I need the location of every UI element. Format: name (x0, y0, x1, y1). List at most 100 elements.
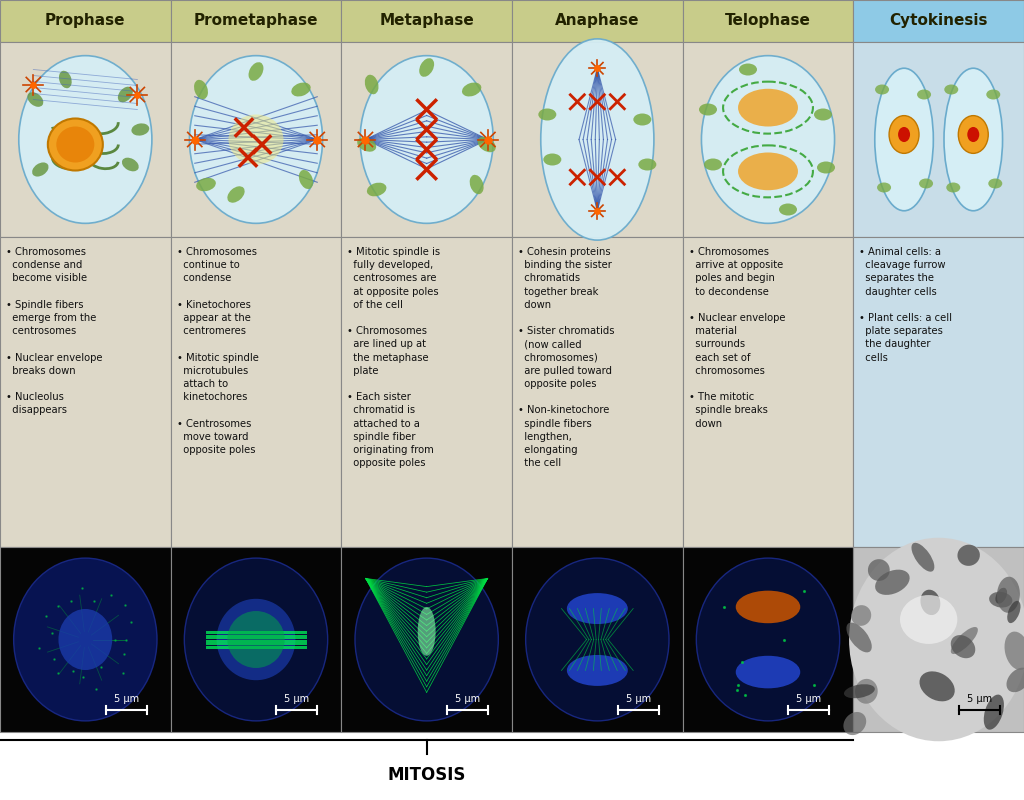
Ellipse shape (227, 186, 245, 202)
Ellipse shape (32, 162, 48, 177)
Ellipse shape (28, 92, 43, 107)
Ellipse shape (227, 611, 285, 668)
Ellipse shape (986, 90, 1000, 99)
Ellipse shape (946, 182, 961, 193)
Ellipse shape (844, 684, 874, 698)
Ellipse shape (360, 56, 494, 223)
Ellipse shape (920, 671, 954, 702)
Ellipse shape (367, 182, 386, 196)
Ellipse shape (957, 545, 980, 566)
Ellipse shape (228, 114, 284, 165)
Ellipse shape (701, 56, 835, 223)
Text: • Chromosomes
  condense and
  become visible

• Spindle fibers
  emerge from th: • Chromosomes condense and become visibl… (6, 247, 102, 415)
Bar (853, 547, 1024, 732)
Ellipse shape (844, 712, 866, 735)
Text: Prophase: Prophase (45, 14, 126, 29)
Bar (341, 0, 512, 42)
Ellipse shape (705, 158, 722, 170)
Ellipse shape (1008, 601, 1021, 623)
Ellipse shape (56, 126, 94, 162)
Ellipse shape (118, 86, 133, 102)
Ellipse shape (477, 137, 496, 152)
Ellipse shape (299, 170, 313, 189)
Ellipse shape (470, 175, 483, 194)
Text: MITOSIS: MITOSIS (387, 766, 466, 784)
Bar (341, 547, 512, 732)
Ellipse shape (988, 178, 1002, 189)
Bar (0, 42, 171, 237)
Ellipse shape (541, 39, 654, 240)
Ellipse shape (735, 590, 801, 623)
Bar (512, 547, 683, 732)
Bar (171, 0, 341, 42)
Ellipse shape (984, 694, 1004, 730)
Ellipse shape (567, 593, 628, 624)
Text: 5 μm: 5 μm (285, 694, 309, 704)
Ellipse shape (847, 622, 871, 652)
Ellipse shape (738, 89, 798, 126)
Ellipse shape (18, 56, 152, 223)
Ellipse shape (544, 154, 561, 166)
Ellipse shape (876, 85, 889, 94)
Ellipse shape (217, 598, 295, 680)
Ellipse shape (951, 627, 978, 654)
Text: 5 μm: 5 μm (626, 694, 651, 704)
Ellipse shape (944, 68, 1002, 210)
Ellipse shape (735, 656, 801, 688)
Ellipse shape (58, 609, 113, 670)
Ellipse shape (418, 607, 435, 656)
Bar (853, 0, 1024, 42)
Bar (341, 237, 512, 547)
Ellipse shape (968, 127, 979, 142)
Ellipse shape (462, 82, 481, 97)
Ellipse shape (814, 109, 831, 121)
Bar (0, 237, 171, 547)
Ellipse shape (855, 679, 878, 704)
Text: • Cohesin proteins
  binding the sister
  chromatids
  together break
  down

• : • Cohesin proteins binding the sister ch… (518, 247, 614, 468)
Ellipse shape (997, 577, 1020, 613)
Bar (683, 42, 853, 237)
Ellipse shape (291, 82, 310, 97)
Bar (512, 42, 683, 237)
Bar (0, 0, 171, 42)
Ellipse shape (1005, 631, 1024, 670)
Ellipse shape (739, 63, 757, 75)
Ellipse shape (249, 62, 263, 81)
Ellipse shape (920, 178, 933, 189)
Ellipse shape (889, 116, 919, 154)
Bar (171, 42, 341, 237)
Text: 5 μm: 5 μm (455, 694, 480, 704)
Bar (512, 0, 683, 42)
Ellipse shape (944, 85, 958, 94)
Text: • Chromosomes
  arrive at opposite
  poles and begin
  to decondense

• Nuclear : • Chromosomes arrive at opposite poles a… (689, 247, 785, 429)
Ellipse shape (699, 103, 717, 115)
Text: Telophase: Telophase (725, 14, 811, 29)
Text: • Animal cells: a
  cleavage furrow
  separates the
  daughter cells

• Plant ce: • Animal cells: a cleavage furrow separa… (859, 247, 952, 362)
Ellipse shape (365, 74, 379, 94)
Ellipse shape (918, 90, 931, 99)
Ellipse shape (868, 559, 890, 581)
Ellipse shape (48, 118, 102, 170)
Ellipse shape (849, 538, 1024, 742)
Ellipse shape (122, 158, 138, 171)
Ellipse shape (525, 558, 669, 721)
Bar (171, 237, 341, 547)
Bar (853, 42, 1024, 237)
Ellipse shape (851, 605, 871, 626)
Ellipse shape (921, 590, 940, 615)
Ellipse shape (876, 570, 909, 595)
Ellipse shape (1007, 668, 1024, 692)
Ellipse shape (59, 70, 72, 88)
Ellipse shape (184, 558, 328, 721)
Ellipse shape (189, 56, 323, 223)
Ellipse shape (696, 558, 840, 721)
Bar (683, 547, 853, 732)
Text: 5 μm: 5 μm (114, 694, 139, 704)
Text: 5 μm: 5 μm (967, 694, 992, 704)
Bar (683, 237, 853, 547)
Text: Metaphase: Metaphase (379, 14, 474, 29)
Ellipse shape (355, 558, 499, 721)
Ellipse shape (738, 153, 798, 190)
Ellipse shape (779, 203, 797, 215)
Bar (341, 42, 512, 237)
